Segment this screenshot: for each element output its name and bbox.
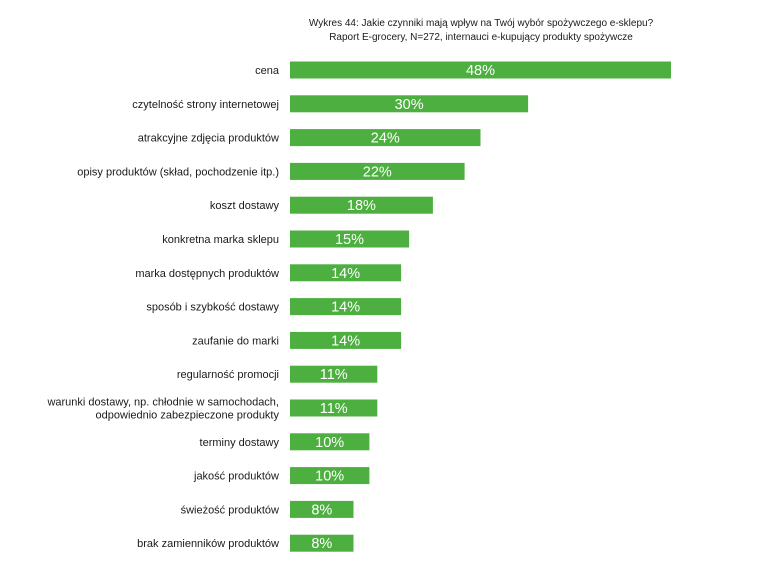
bar-value-label-6: 14% <box>331 266 360 282</box>
bar-value-label-8: 14% <box>331 333 360 349</box>
category-label-4: koszt dostawy <box>210 200 280 212</box>
category-label-line: marka dostępnych produktów <box>135 268 279 280</box>
category-label-13: świeżość produktów <box>181 504 279 516</box>
bar-value-label-1: 30% <box>395 97 424 113</box>
bar-11 <box>290 433 370 451</box>
category-label-11: terminy dostawy <box>200 437 280 449</box>
bar-value-label-0: 48% <box>466 63 495 79</box>
category-label-12: jakość produktów <box>193 471 279 483</box>
category-label-14: brak zamienników produktów <box>137 538 279 550</box>
bar-value-label-5: 15% <box>335 232 364 248</box>
bar-value-label-2: 24% <box>371 131 400 147</box>
category-label-2: atrakcyjne zdjęcia produktów <box>138 133 279 145</box>
category-label-8: zaufanie do marki <box>192 335 279 347</box>
category-label-line: warunki dostawy, np. chłodnie w samochod… <box>46 397 279 409</box>
category-label-line: odpowiednio zabezpieczone produkty <box>96 410 280 422</box>
category-label-line: jakość produktów <box>193 471 279 483</box>
bar-value-label-9: 11% <box>320 367 348 383</box>
category-label-line: koszt dostawy <box>210 200 280 212</box>
bar-value-label-10: 11% <box>320 401 348 417</box>
bars-group: 48% cena 30% czytelność strony internetowej… <box>46 61 671 552</box>
bar-0 <box>290 61 671 79</box>
category-label-line: opisy produktów (skład, pochodzenie itp.… <box>77 166 279 178</box>
bar-8 <box>290 331 402 349</box>
bar-value-label-12: 10% <box>315 469 344 485</box>
category-label-line: cena <box>255 65 280 77</box>
bar-value-label-14: 8% <box>311 536 332 552</box>
bar-value-label-4: 18% <box>347 198 376 214</box>
bar-10 <box>290 399 378 417</box>
bar-4 <box>290 196 433 214</box>
category-label-line: atrakcyjne zdjęcia produktów <box>138 133 279 145</box>
bar-14 <box>290 534 354 552</box>
bar-value-label-13: 8% <box>311 502 332 518</box>
category-label-6: marka dostępnych produktów <box>135 268 279 280</box>
category-label-line: terminy dostawy <box>200 437 280 449</box>
category-label-10: warunki dostawy, np. chłodnie w samochod… <box>46 397 279 422</box>
chart-subtitle: Raport E-grocery, N=272, internauci e-ku… <box>329 32 633 43</box>
category-label-line: brak zamienników produktów <box>137 538 279 550</box>
category-label-line: konkretna marka sklepu <box>162 234 279 246</box>
category-label-5: konkretna marka sklepu <box>162 234 279 246</box>
bar-value-label-11: 10% <box>315 435 344 451</box>
bar-7 <box>290 298 402 316</box>
category-label-7: sposób i szybkość dostawy <box>146 302 279 314</box>
category-label-1: czytelność strony internetowej <box>132 99 279 111</box>
bar-12 <box>290 467 370 485</box>
category-label-9: regularność promocji <box>177 369 279 381</box>
chart-title: Wykres 44: Jakie czynniki mają wpływ na … <box>309 18 654 29</box>
bar-value-label-3: 22% <box>363 164 392 180</box>
bar-9 <box>290 365 378 383</box>
bar-value-label-7: 14% <box>331 300 360 316</box>
bar-5 <box>290 230 410 248</box>
bar-3 <box>290 162 465 180</box>
category-label-line: sposób i szybkość dostawy <box>146 302 279 314</box>
category-label-line: regularność promocji <box>177 369 279 381</box>
category-label-3: opisy produktów (skład, pochodzenie itp.… <box>77 166 279 178</box>
category-label-0: cena <box>255 65 280 77</box>
bar-1 <box>290 95 529 113</box>
category-label-line: zaufanie do marki <box>192 335 279 347</box>
bar-6 <box>290 264 402 282</box>
category-label-line: świeżość produktów <box>181 504 279 516</box>
category-label-line: czytelność strony internetowej <box>132 99 279 111</box>
bar-13 <box>290 500 354 518</box>
bar-2 <box>290 129 481 147</box>
